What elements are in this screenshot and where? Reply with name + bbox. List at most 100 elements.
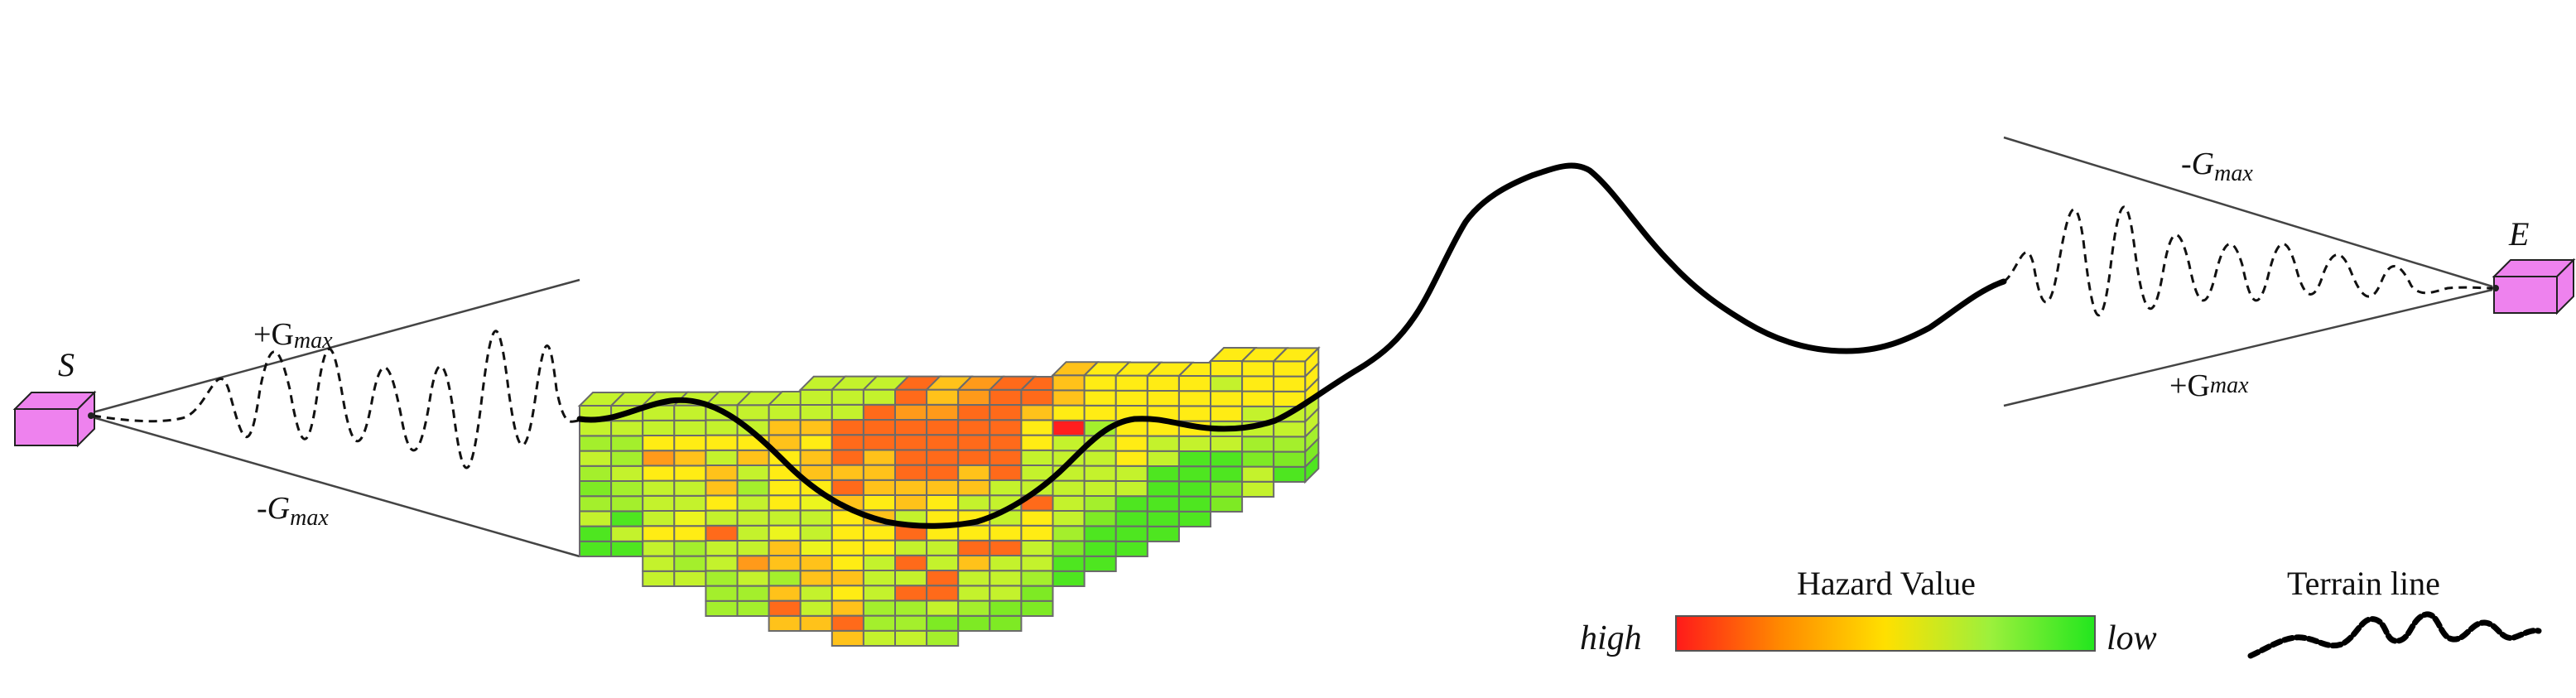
grid-cell xyxy=(1052,494,1086,512)
grid-cell xyxy=(642,494,676,512)
grid-cell xyxy=(1241,480,1275,498)
grid-cell xyxy=(862,554,897,571)
grid-cell xyxy=(642,525,676,542)
grid-cell xyxy=(1020,509,1054,527)
grid-cell xyxy=(1115,495,1148,513)
grid-cell xyxy=(894,403,928,421)
grid-cell xyxy=(1052,540,1086,557)
grid-cell xyxy=(989,479,1023,497)
grid-cell xyxy=(926,403,960,421)
grid-cell xyxy=(736,449,770,466)
grid-cell xyxy=(673,465,707,482)
grid-cell xyxy=(957,404,991,421)
grid-cell xyxy=(1177,405,1212,422)
grid-cell xyxy=(736,599,770,617)
grid-cell xyxy=(1177,495,1212,513)
end-lower-symbol: G xyxy=(2187,368,2209,403)
start-lower-bound-label: -Gmax xyxy=(257,491,329,531)
grid-cell xyxy=(894,419,928,436)
grid-cell xyxy=(862,464,897,481)
grid-cell xyxy=(1210,436,1244,453)
grid-cell xyxy=(799,570,833,587)
grid-cell xyxy=(831,614,864,632)
grid-cell xyxy=(610,480,644,498)
grid-cell xyxy=(705,465,739,482)
grid-cell xyxy=(736,509,770,527)
bound-lines xyxy=(92,136,2493,558)
grid-cell xyxy=(957,388,991,406)
grid-cell xyxy=(831,479,864,496)
grid-cell xyxy=(673,510,707,527)
grid-cell xyxy=(989,585,1023,602)
grid-cell xyxy=(957,434,991,451)
svg-text:-Gmax: -Gmax xyxy=(2181,147,2253,186)
hazard-legend-title: Hazard Value xyxy=(1797,565,1976,602)
start-cube-front xyxy=(14,408,79,446)
grid-cell xyxy=(989,434,1023,451)
grid-cell xyxy=(705,540,739,557)
grid-cell xyxy=(831,524,864,542)
hazard-grid xyxy=(577,345,1321,647)
grid-cell xyxy=(926,585,960,602)
grid-cell xyxy=(610,525,644,542)
grid-cell xyxy=(957,599,991,617)
grid-cell xyxy=(1177,435,1212,452)
grid-cell xyxy=(1020,404,1054,421)
end-node: E xyxy=(2492,215,2576,315)
grid-side-face xyxy=(1304,345,1320,379)
grid-cell xyxy=(673,525,707,542)
grid-cell xyxy=(831,585,864,602)
grid-cell xyxy=(957,464,991,481)
start-cube-side xyxy=(77,390,95,448)
grid-cell xyxy=(705,419,739,436)
grid-cell xyxy=(1115,480,1148,498)
terrain-legend-sample xyxy=(2247,611,2542,659)
grid-cell xyxy=(1146,495,1180,513)
grid-cell xyxy=(1177,510,1212,527)
start-label: S xyxy=(58,346,75,383)
grid-cell xyxy=(768,404,802,421)
grid-cell xyxy=(926,554,960,571)
end-upper-bound-line xyxy=(2003,136,2493,288)
grid-cell xyxy=(831,629,864,647)
grid-cell xyxy=(579,510,613,527)
grid-cell xyxy=(831,419,864,436)
grid-cell xyxy=(894,388,928,406)
grid-cell xyxy=(1052,510,1086,527)
grid-cell xyxy=(1115,540,1148,557)
start-dashed-signal xyxy=(92,330,580,469)
grid-cell xyxy=(894,599,928,617)
grid-cell xyxy=(1146,465,1180,483)
grid-cell xyxy=(673,555,707,572)
hazard-legend-high-label: high xyxy=(1580,619,1642,657)
grid-cell xyxy=(831,570,864,587)
grid-cell xyxy=(1020,434,1054,451)
grid-cell xyxy=(926,464,960,481)
grid-cell xyxy=(1115,510,1148,527)
grid-cell xyxy=(799,449,833,466)
grid-cell xyxy=(1020,555,1054,572)
grid-cell xyxy=(673,450,707,467)
grid-cell xyxy=(894,434,928,451)
end-label: E xyxy=(2508,215,2529,253)
grid-cell xyxy=(957,539,991,556)
grid-cell xyxy=(862,494,897,512)
grid-cell xyxy=(1115,374,1148,392)
grid-cell xyxy=(768,614,802,632)
grid-cell xyxy=(957,419,991,436)
grid-cell xyxy=(610,435,644,452)
grid-cell xyxy=(1273,375,1307,392)
grid-cell xyxy=(673,479,707,497)
grid-cell xyxy=(831,388,864,406)
grid-cell xyxy=(831,403,864,421)
hazard-legend: Hazard Value high low xyxy=(1580,565,2157,657)
grid-cell xyxy=(894,464,928,481)
grid-cell xyxy=(957,555,991,572)
grid-cell xyxy=(1241,436,1275,453)
terrain-legend-title: Terrain line xyxy=(2287,565,2440,602)
end-cube-side xyxy=(2556,258,2574,315)
grid-cell xyxy=(768,570,802,587)
grid-cell xyxy=(768,599,802,617)
grid-cell xyxy=(926,494,960,512)
